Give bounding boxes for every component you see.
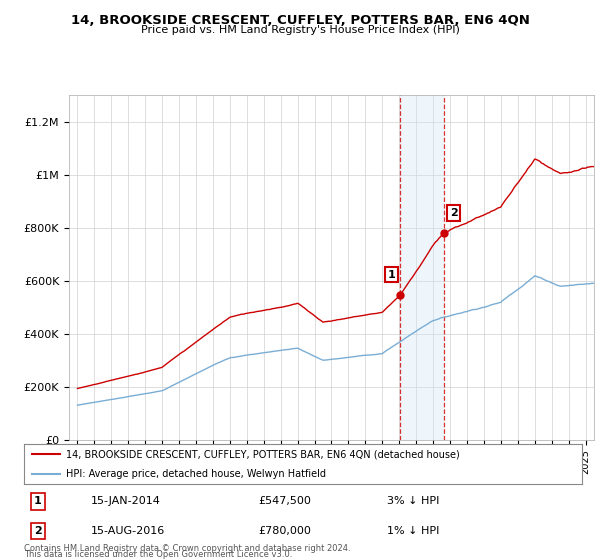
Text: 2: 2 <box>34 526 42 536</box>
Text: HPI: Average price, detached house, Welwyn Hatfield: HPI: Average price, detached house, Welw… <box>66 469 326 479</box>
Text: 1: 1 <box>34 496 42 506</box>
Text: Contains HM Land Registry data © Crown copyright and database right 2024.: Contains HM Land Registry data © Crown c… <box>24 544 350 553</box>
Text: £547,500: £547,500 <box>259 496 311 506</box>
Bar <box>400 95 443 440</box>
Text: 2: 2 <box>450 208 458 218</box>
Text: 15-JAN-2014: 15-JAN-2014 <box>91 496 161 506</box>
Text: 1: 1 <box>388 270 395 279</box>
Text: £780,000: £780,000 <box>259 526 311 536</box>
Text: 1% ↓ HPI: 1% ↓ HPI <box>387 526 439 536</box>
Text: 15-AUG-2016: 15-AUG-2016 <box>91 526 165 536</box>
Text: 14, BROOKSIDE CRESCENT, CUFFLEY, POTTERS BAR, EN6 4QN (detached house): 14, BROOKSIDE CRESCENT, CUFFLEY, POTTERS… <box>66 449 460 459</box>
Text: 14, BROOKSIDE CRESCENT, CUFFLEY, POTTERS BAR, EN6 4QN: 14, BROOKSIDE CRESCENT, CUFFLEY, POTTERS… <box>71 14 529 27</box>
Text: Price paid vs. HM Land Registry's House Price Index (HPI): Price paid vs. HM Land Registry's House … <box>140 25 460 35</box>
Text: 3% ↓ HPI: 3% ↓ HPI <box>387 496 439 506</box>
Text: This data is licensed under the Open Government Licence v3.0.: This data is licensed under the Open Gov… <box>24 550 292 559</box>
